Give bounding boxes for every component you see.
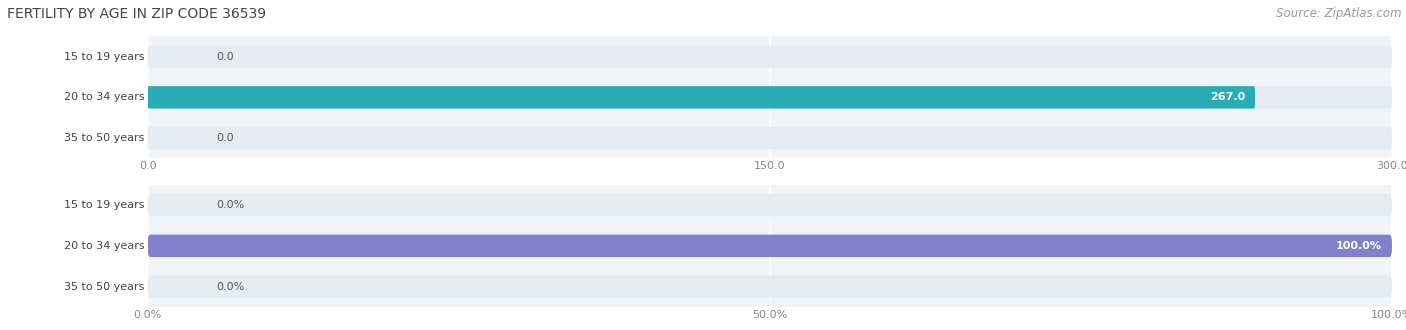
Text: Source: ZipAtlas.com: Source: ZipAtlas.com bbox=[1277, 7, 1402, 19]
Text: 0.0: 0.0 bbox=[217, 133, 233, 143]
FancyBboxPatch shape bbox=[148, 235, 1392, 257]
Text: FERTILITY BY AGE IN ZIP CODE 36539: FERTILITY BY AGE IN ZIP CODE 36539 bbox=[7, 7, 266, 20]
FancyBboxPatch shape bbox=[148, 46, 1392, 68]
Text: 15 to 19 years: 15 to 19 years bbox=[65, 52, 145, 62]
Text: 20 to 34 years: 20 to 34 years bbox=[65, 241, 145, 251]
Text: 0.0%: 0.0% bbox=[217, 200, 245, 210]
FancyBboxPatch shape bbox=[148, 235, 1392, 257]
FancyBboxPatch shape bbox=[148, 86, 1256, 109]
Text: 20 to 34 years: 20 to 34 years bbox=[65, 92, 145, 102]
Text: 267.0: 267.0 bbox=[1209, 92, 1246, 102]
FancyBboxPatch shape bbox=[148, 275, 1392, 298]
Text: 100.0%: 100.0% bbox=[1336, 241, 1382, 251]
Text: 0.0: 0.0 bbox=[217, 52, 233, 62]
FancyBboxPatch shape bbox=[148, 194, 1392, 216]
Text: 35 to 50 years: 35 to 50 years bbox=[65, 281, 145, 291]
Text: 0.0%: 0.0% bbox=[217, 281, 245, 291]
FancyBboxPatch shape bbox=[148, 127, 1392, 149]
Text: 15 to 19 years: 15 to 19 years bbox=[65, 200, 145, 210]
Text: 35 to 50 years: 35 to 50 years bbox=[65, 133, 145, 143]
FancyBboxPatch shape bbox=[148, 86, 1392, 109]
